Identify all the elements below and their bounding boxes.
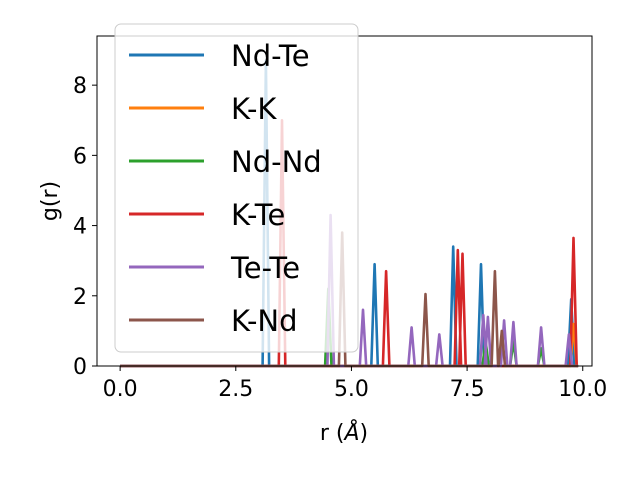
x-axis-ticks: 0.0 2.5 5.0 7.5 10.0 bbox=[103, 366, 607, 402]
legend-label: K-Te bbox=[231, 198, 285, 232]
y-tick-label: 6 bbox=[73, 144, 87, 169]
legend-label: Te-Te bbox=[230, 251, 300, 285]
legend-box bbox=[114, 23, 359, 353]
y-tick-label: 0 bbox=[73, 355, 87, 380]
x-tick-label: 0.0 bbox=[103, 377, 138, 402]
y-tick-label: 8 bbox=[73, 74, 87, 99]
y-axis-label: g(r) bbox=[38, 181, 63, 221]
legend-label: K-K bbox=[231, 92, 277, 126]
x-tick-label: 5.0 bbox=[334, 377, 369, 402]
y-tick-label: 2 bbox=[73, 285, 87, 310]
x-tick-label: 7.5 bbox=[450, 377, 485, 402]
legend-label: Nd-Nd bbox=[231, 145, 322, 179]
x-tick-label: 2.5 bbox=[218, 377, 253, 402]
y-tick-label: 4 bbox=[73, 215, 87, 240]
y-axis-ticks: 0 2 4 6 8 bbox=[73, 74, 97, 380]
legend-label: Nd-Te bbox=[231, 39, 310, 73]
legend: Nd-Te K-K Nd-Nd K-Te Te-Te K-Nd bbox=[114, 23, 359, 353]
legend-label: K-Nd bbox=[231, 304, 298, 338]
x-tick-label: 10.0 bbox=[558, 377, 607, 402]
x-axis-label: r (Å) bbox=[320, 419, 368, 446]
